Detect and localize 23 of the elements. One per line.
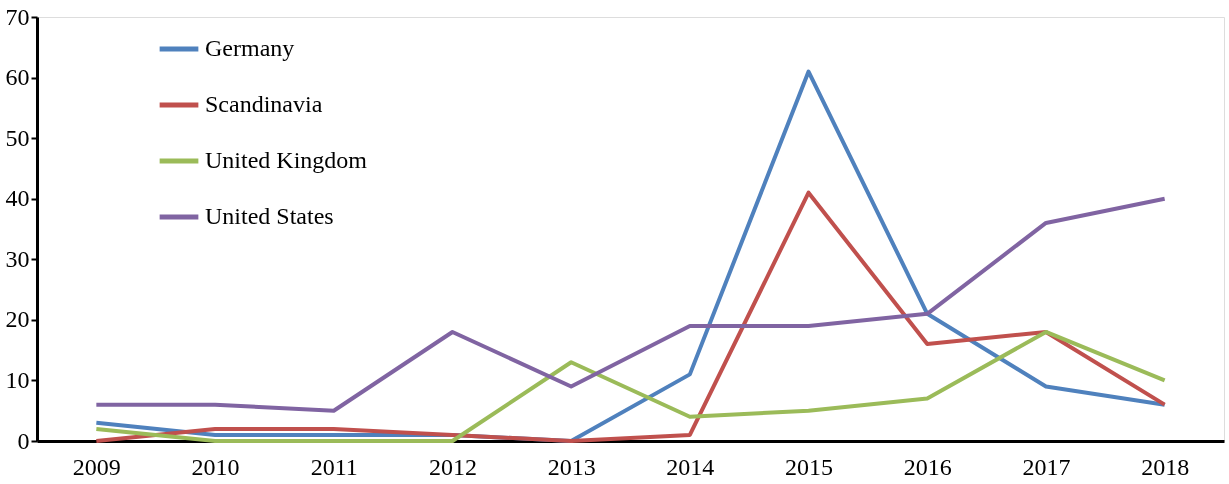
y-tick-label: 60 (5, 64, 30, 91)
legend-label: Germany (205, 35, 295, 61)
y-tick-label: 50 (5, 124, 30, 151)
x-tick-label: 2012 (428, 453, 477, 480)
x-tick-label: 2013 (547, 453, 596, 480)
legend-label: United States (205, 203, 334, 229)
x-tick-label: 2010 (191, 453, 240, 480)
y-tick-label: 40 (5, 185, 30, 212)
legend-label: Scandinavia (205, 91, 323, 117)
y-tick-label: 70 (5, 3, 30, 30)
x-tick-label: 2014 (666, 453, 715, 480)
y-tick-label: 0 (17, 427, 30, 454)
x-tick-label: 2015 (785, 453, 834, 480)
legend-label: United Kingdom (205, 147, 368, 173)
x-tick-label: 2018 (1141, 453, 1190, 480)
y-tick-label: 10 (5, 366, 30, 393)
x-tick-label: 2009 (72, 453, 121, 480)
x-tick-label: 2017 (1022, 453, 1071, 480)
y-tick-label: 30 (5, 245, 30, 272)
y-tick-label: 20 (5, 306, 30, 333)
x-tick-label: 2016 (903, 453, 952, 480)
line-series (94, 329, 1167, 443)
x-tick-label: 2011 (310, 453, 358, 480)
